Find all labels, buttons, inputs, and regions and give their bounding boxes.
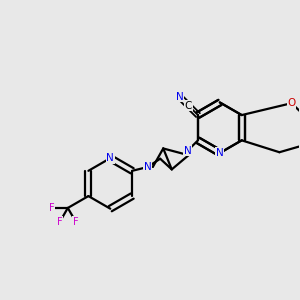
Text: F: F	[57, 217, 62, 227]
Text: N: N	[144, 162, 151, 172]
Text: N: N	[184, 146, 191, 156]
Text: N: N	[106, 153, 114, 163]
Text: F: F	[73, 217, 79, 227]
Text: N: N	[176, 92, 183, 102]
Text: N: N	[216, 148, 224, 158]
Text: C: C	[185, 100, 192, 110]
Text: F: F	[49, 203, 54, 213]
Text: O: O	[287, 98, 296, 108]
